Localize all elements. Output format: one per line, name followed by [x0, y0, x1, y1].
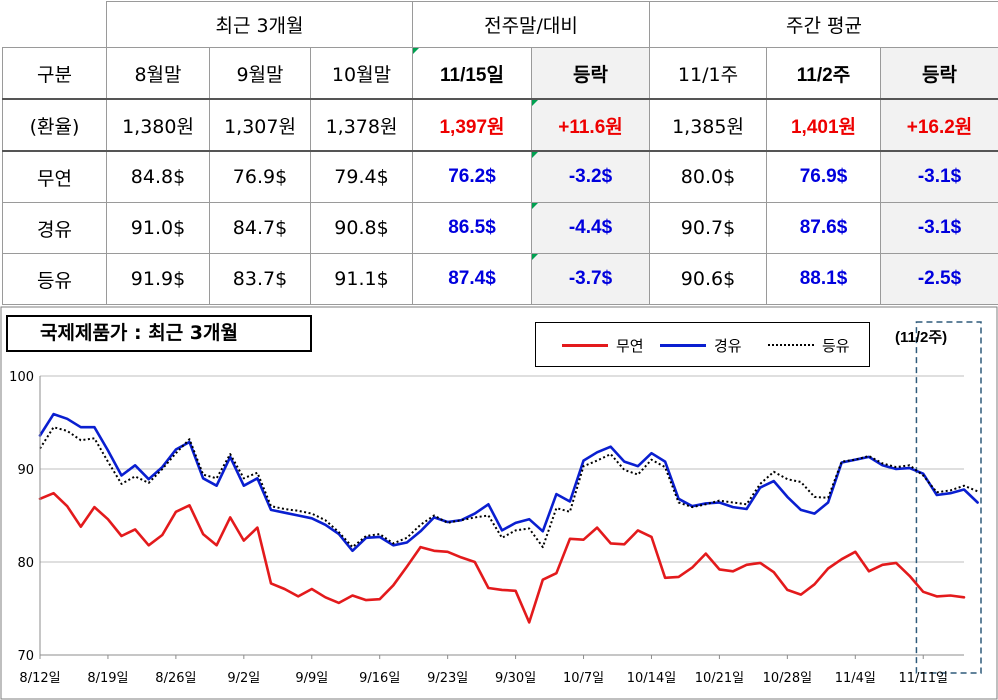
- highlight-layer: [915, 321, 982, 674]
- legend-swatch-kerosene: [768, 344, 814, 346]
- cell-value: 1,397원: [412, 98, 532, 152]
- header-nov-week1: 11/1주: [649, 47, 767, 100]
- legend-label-diesel: 경유: [714, 336, 742, 355]
- cell-change: +16.2원: [880, 98, 998, 152]
- x-tick-label: 10/7일: [563, 671, 604, 686]
- cell-value: 1,378원: [310, 98, 413, 152]
- table-row-diesel: 경유 91.0$ 84.7$ 90.8$ 86.5$ -4.4$ 90.7$ 8…: [2, 202, 998, 254]
- cell-value: 90.6$: [649, 253, 767, 305]
- x-tick-label: 8/19일: [87, 671, 128, 686]
- price-line-chart: 70 80 90 100 8/12일 8/19일 8/26일 9/2일 9/9일 9/16일 9/2…: [0, 306, 998, 700]
- header-change-2: 등락: [880, 47, 998, 100]
- legend-swatch-gasoline: [562, 343, 608, 347]
- x-tick-label: 9/30일: [495, 671, 536, 686]
- cell-value: 76.2$: [412, 150, 532, 203]
- highlight-week-label: (11/2주): [895, 329, 948, 346]
- y-tick-label: 80: [17, 556, 34, 571]
- cell-value: 86.5$: [412, 202, 532, 254]
- series-gasoline-line: [38, 491, 966, 624]
- row-label: (환율): [2, 98, 107, 152]
- x-tick-label: 10/21일: [695, 671, 744, 686]
- highlight-week-box: [915, 321, 982, 674]
- x-tick-label: 9/16일: [359, 671, 400, 686]
- cell-value: 80.0$: [649, 150, 767, 203]
- cell-value: 76.9$: [209, 150, 311, 203]
- legend-label-gasoline: 무연: [616, 336, 644, 355]
- series-layer: [38, 412, 979, 624]
- cell-value: 76.9$: [766, 150, 881, 203]
- table-corner: [2, 1, 107, 48]
- legend-item-diesel: 경유: [660, 334, 742, 356]
- x-tick-label: 8/12일: [19, 671, 60, 686]
- axis-layer: 70 80 90 100 8/12일 8/19일 8/26일 9/2일 9/9일 9/16일 9/2…: [9, 370, 964, 686]
- cell-change: -3.1$: [880, 150, 998, 203]
- y-tick-label: 90: [17, 463, 34, 478]
- cell-value: 87.6$: [766, 202, 881, 254]
- cell-change: -4.4$: [531, 202, 650, 254]
- y-tick-label: 100: [9, 370, 34, 385]
- cell-value: 1,401원: [766, 98, 881, 152]
- cell-change: -3.1$: [880, 202, 998, 254]
- cell-value: 84.7$: [209, 202, 311, 254]
- table-row-exchange-rate: (환율) 1,380원 1,307원 1,378원 1,397원 +11.6원 …: [2, 98, 998, 152]
- header-oct-end: 10월말: [310, 47, 413, 100]
- cell-change: -3.7$: [531, 253, 650, 305]
- cell-change: -3.2$: [531, 150, 650, 203]
- group-header-prev-week: 전주말/대비: [412, 1, 650, 48]
- cell-value: 83.7$: [209, 253, 311, 305]
- cell-value: 87.4$: [412, 253, 532, 305]
- cell-value: 90.8$: [310, 202, 413, 254]
- header-nov-week2: 11/2주: [766, 47, 881, 100]
- group-header-recent: 최근 3개월: [106, 1, 413, 48]
- cell-value: 79.4$: [310, 150, 413, 203]
- cell-value: 90.7$: [649, 202, 767, 254]
- table-row-kerosene: 등유 91.9$ 83.7$ 91.1$ 87.4$ -3.7$ 90.6$ 8…: [2, 253, 998, 305]
- x-tick-label: 8/26일: [155, 671, 196, 686]
- row-label: 등유: [2, 253, 107, 305]
- cell-value: 84.8$: [106, 150, 210, 203]
- legend-swatch-diesel: [660, 343, 706, 347]
- chart-title: 국제제품가 : 최근 3개월: [6, 315, 312, 352]
- header-nov15: 11/15일: [412, 47, 532, 100]
- group-header-weekly-avg: 주간 평균: [649, 1, 998, 48]
- x-tick-label: 11/4일: [835, 671, 876, 686]
- header-category: 구분: [2, 47, 107, 100]
- row-label: 무연: [2, 150, 107, 203]
- cell-value: 91.1$: [310, 253, 413, 305]
- cell-value: 1,307원: [209, 98, 311, 152]
- table-row-gasoline: 무연 84.8$ 76.9$ 79.4$ 76.2$ -3.2$ 80.0$ 7…: [2, 150, 998, 203]
- cell-value: 1,380원: [106, 98, 210, 152]
- x-tick-label: 10/14일: [627, 671, 676, 686]
- x-tick-label: 11/11일: [899, 671, 948, 686]
- cell-change: -2.5$: [880, 253, 998, 305]
- cell-value: 91.0$: [106, 202, 210, 254]
- row-label: 경유: [2, 202, 107, 254]
- price-summary-table: 최근 3개월 전주말/대비 주간 평균 구분 8월말 9월말 10월말 11/1…: [2, 1, 998, 305]
- chart-border: [0, 306, 998, 700]
- x-tick-label: 9/9일: [295, 671, 328, 686]
- x-tick-label: 9/23일: [427, 671, 468, 686]
- cell-value: 1,385원: [649, 98, 767, 152]
- series-diesel-line: [38, 412, 979, 553]
- x-tick-label: 10/28일: [763, 671, 812, 686]
- cell-value: 91.9$: [106, 253, 210, 305]
- header-aug-end: 8월말: [106, 47, 210, 100]
- header-sep-end: 9월말: [209, 47, 311, 100]
- legend-item-kerosene: 등유: [768, 334, 850, 356]
- y-tick-label: 70: [17, 649, 34, 664]
- x-tick-label: 9/2일: [227, 671, 260, 686]
- header-change-1: 등락: [531, 47, 650, 100]
- legend-item-gasoline: 무연: [562, 334, 644, 356]
- cell-change: +11.6원: [531, 98, 650, 152]
- chart-legend: 무연 경유 등유: [535, 322, 870, 367]
- cell-value: 88.1$: [766, 253, 881, 305]
- legend-label-kerosene: 등유: [822, 336, 850, 355]
